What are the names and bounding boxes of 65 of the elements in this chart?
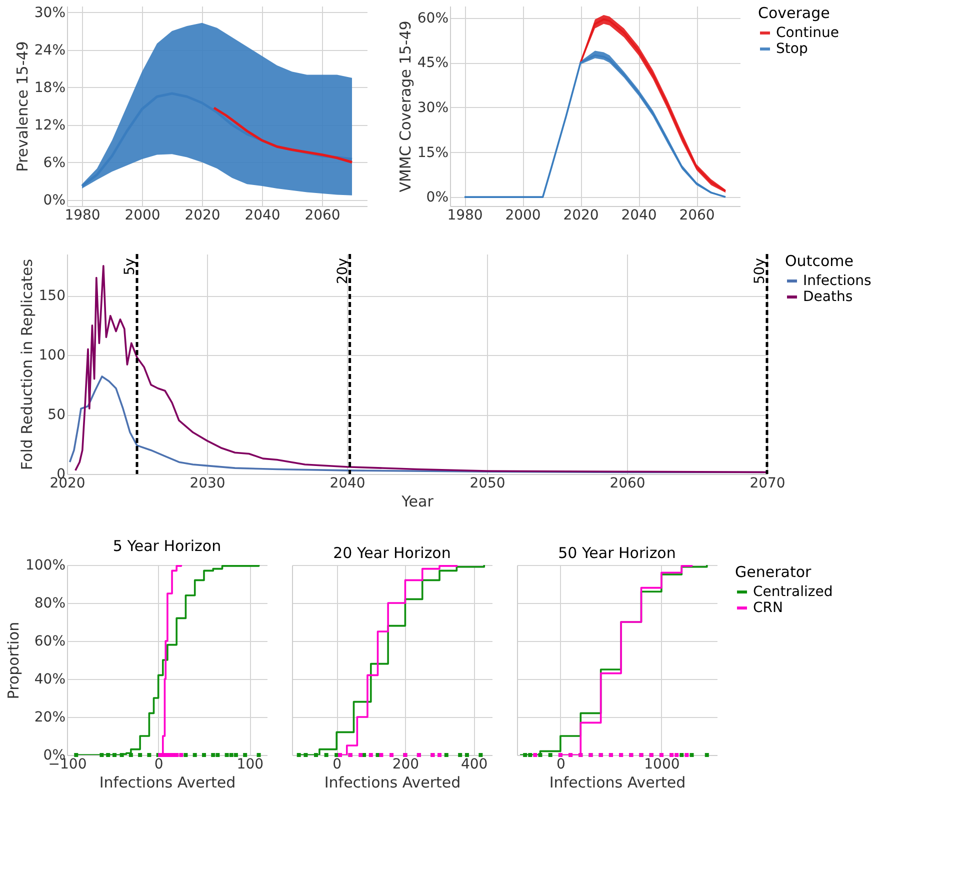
y-tick-label: 30%: [34, 4, 66, 21]
legend-label: CRN: [753, 600, 783, 616]
x-axis-title: Infections Averted: [324, 774, 461, 792]
x-tick-label: 1000: [644, 756, 680, 772]
legend-label: Deaths: [803, 289, 853, 305]
x-tick-label: 2040: [330, 476, 366, 492]
ref-line-label: 50y: [752, 258, 768, 284]
y-tick-label: 80%: [34, 596, 66, 612]
legend-label: Infections: [803, 273, 872, 289]
y-tick-label: 0%: [426, 190, 448, 206]
x-tick-label: 100: [236, 756, 264, 772]
x-tick-label: 2020: [563, 208, 599, 224]
ref-line-label: 20y: [334, 258, 351, 284]
ref-line-label: 5y: [122, 258, 138, 276]
y-tick-label: 100%: [25, 558, 66, 574]
y-tick-label: 12%: [34, 117, 66, 134]
y-axis-title: Fold Reduction in Replicates: [18, 258, 36, 470]
x-axis-title: Infections Averted: [549, 774, 686, 792]
x-tick-label: 0: [154, 756, 164, 772]
y-tick-label: 6%: [43, 154, 66, 171]
y-tick-label: 100: [38, 348, 66, 364]
x-tick-label: 1980: [447, 208, 483, 224]
y-tick-label: 150: [38, 288, 66, 304]
chart-title: 5 Year Horizon: [112, 537, 222, 555]
y-axis-title: Proportion: [4, 622, 22, 700]
x-tick-label: 2040: [621, 208, 657, 224]
y-tick-label: 60%: [34, 634, 66, 650]
legend-title: Coverage: [758, 4, 830, 22]
x-tick-label: 0: [332, 756, 342, 772]
x-tick-label: 2000: [124, 208, 160, 224]
y-axis-title: Prevalence 15-49: [13, 41, 32, 172]
x-axis-title: Infections Averted: [99, 774, 236, 792]
legend-title: Outcome: [785, 252, 854, 270]
legend-label: Centralized: [753, 584, 833, 600]
y-tick-label: 60%: [417, 10, 448, 26]
y-tick-label: 40%: [34, 672, 66, 688]
y-tick-label: 0%: [43, 192, 66, 208]
x-tick-label: 2020: [184, 208, 220, 224]
x-tick-label: 2060: [679, 208, 715, 224]
chart-title: 50 Year Horizon: [558, 544, 676, 562]
legend-label: Stop: [776, 41, 808, 57]
x-tick-label: 1980: [64, 208, 100, 224]
y-axis-title: VMMC Coverage 15-49: [396, 20, 414, 192]
legend-label: Continue: [776, 25, 839, 41]
x-tick-label: 2060: [304, 208, 340, 224]
x-tick-label: 2070: [750, 476, 786, 492]
y-tick-label: 15%: [417, 144, 448, 161]
x-axis-title: Year: [400, 492, 434, 510]
x-tick-label: 400: [460, 756, 488, 772]
y-tick-label: 45%: [417, 55, 448, 72]
chart-title: 20 Year Horizon: [333, 544, 451, 562]
x-tick-label: 200: [392, 756, 420, 772]
x-tick-label: 2050: [470, 476, 506, 492]
x-tick-label: 2060: [610, 476, 646, 492]
x-tick-label: 2000: [505, 208, 541, 224]
y-tick-label: 24%: [34, 42, 66, 58]
y-tick-label: 18%: [34, 80, 66, 96]
x-tick-label: 2030: [190, 476, 226, 492]
y-tick-label: 30%: [417, 100, 448, 116]
x-tick-label: 0: [556, 756, 566, 772]
y-tick-label: 20%: [34, 710, 66, 726]
legend-title: Generator: [735, 563, 812, 581]
x-tick-label: 2040: [244, 208, 280, 224]
y-tick-label: 50: [48, 407, 66, 424]
line-series: [212, 106, 354, 164]
